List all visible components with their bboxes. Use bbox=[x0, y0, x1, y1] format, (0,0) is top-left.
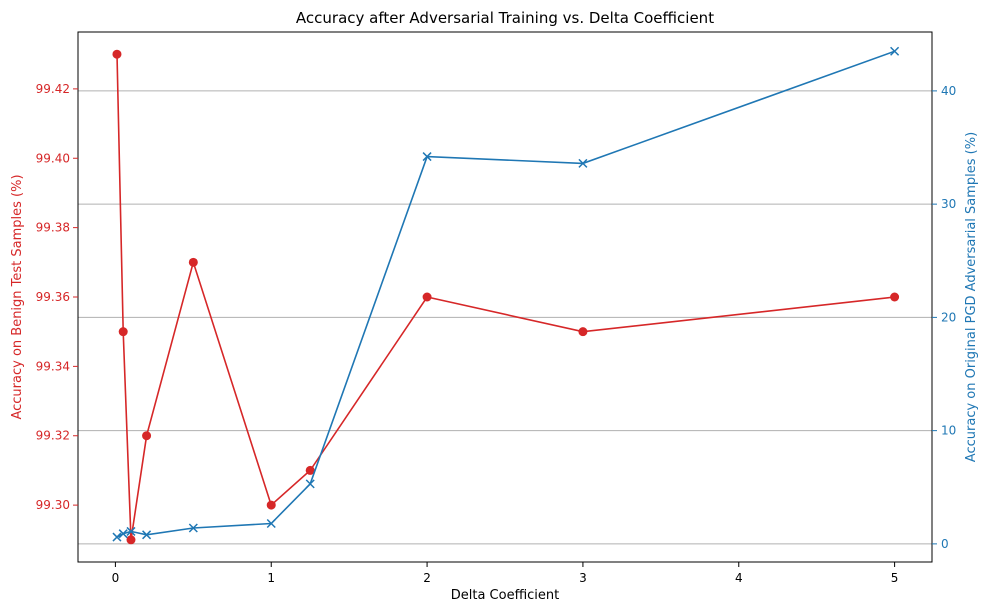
x-tick-label: 0 bbox=[112, 571, 120, 585]
left-y-tick-label: 99.40 bbox=[36, 151, 70, 165]
right-series-point bbox=[142, 530, 152, 540]
left-y-tick-label: 99.30 bbox=[36, 498, 70, 512]
x-axis-label: Delta Coefficient bbox=[451, 588, 560, 603]
left-series-point bbox=[118, 327, 128, 337]
right-y-tick-label: 40 bbox=[941, 84, 956, 98]
right-series-point bbox=[126, 526, 136, 536]
left-series-point bbox=[188, 257, 198, 267]
left-series-point bbox=[142, 431, 152, 441]
x-tick-label: 3 bbox=[579, 571, 587, 585]
left-y-tick-label: 99.36 bbox=[36, 290, 70, 304]
left-series-point bbox=[126, 535, 136, 545]
left-series-point bbox=[890, 292, 900, 302]
right-series-point bbox=[112, 532, 122, 542]
left-y-tick-label: 99.38 bbox=[36, 221, 70, 235]
x-tick-label: 5 bbox=[891, 571, 899, 585]
left-y-axis-label: Accuracy on Benign Test Samples (%) bbox=[10, 174, 25, 419]
grid-layer bbox=[78, 90, 932, 545]
left-series-point bbox=[305, 465, 315, 475]
left-y-tick-label: 99.32 bbox=[36, 429, 70, 443]
left-series-point bbox=[422, 292, 432, 302]
right-series-point bbox=[266, 518, 276, 529]
chart-title: Accuracy after Adversarial Training vs. … bbox=[296, 9, 714, 27]
right-series-point bbox=[890, 46, 900, 56]
left-series-point bbox=[112, 49, 122, 59]
right-series-line bbox=[116, 50, 895, 538]
left-y-tick-label: 99.42 bbox=[36, 82, 70, 96]
left-series-line bbox=[116, 54, 895, 540]
right-y-tick-label: 10 bbox=[941, 424, 956, 438]
axis-layer: 0 1 2 3 4 5 99.30 99.32 99.34 99.36 99.38 99.40 99.4… bbox=[36, 82, 957, 585]
right-y-tick-label: 30 bbox=[941, 197, 956, 211]
right-series-point bbox=[422, 152, 432, 162]
right-y-axis-label: Accuracy on Original PGD Adversarial Sam… bbox=[964, 132, 979, 462]
left-y-tick-label: 99.34 bbox=[36, 359, 70, 373]
right-series-point bbox=[578, 158, 588, 168]
right-series-point bbox=[188, 523, 198, 533]
x-tick-label: 4 bbox=[735, 571, 743, 585]
x-tick-label: 2 bbox=[423, 571, 431, 585]
right-y-tick-label: 0 bbox=[941, 537, 949, 551]
x-tick-label: 1 bbox=[267, 571, 275, 585]
left-series-point bbox=[578, 327, 588, 337]
right-series-point bbox=[305, 479, 315, 489]
right-y-tick-label: 20 bbox=[941, 310, 956, 324]
left-series-point bbox=[266, 500, 276, 510]
series-layer bbox=[112, 46, 900, 545]
right-series-point bbox=[118, 529, 128, 539]
